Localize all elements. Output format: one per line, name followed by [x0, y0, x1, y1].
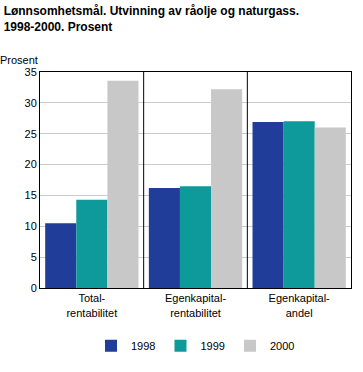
- svg-text:Egenkapital-andel: Egenkapital-andel: [269, 292, 330, 318]
- svg-text:Lønnsomhetsmål. Utvinning av r: Lønnsomhetsmål. Utvinning av råolje og n…: [4, 4, 299, 34]
- svg-text:30: 30: [25, 97, 37, 109]
- svg-text:15: 15: [25, 189, 37, 201]
- svg-text:35: 35: [25, 66, 37, 78]
- svg-text:Prosent: Prosent: [0, 54, 38, 66]
- svg-text:5: 5: [31, 251, 37, 263]
- svg-text:20: 20: [25, 158, 37, 170]
- svg-text:2000: 2000: [270, 340, 294, 352]
- svg-text:1999: 1999: [200, 340, 224, 352]
- svg-text:10: 10: [25, 220, 37, 232]
- svg-text:Egenkapital-rentabilitet: Egenkapital-rentabilitet: [165, 292, 226, 318]
- svg-text:25: 25: [25, 128, 37, 140]
- svg-text:Total-rentabilitet: Total-rentabilitet: [66, 292, 117, 318]
- svg-text:1998: 1998: [131, 340, 155, 352]
- svg-text:0: 0: [31, 282, 37, 294]
